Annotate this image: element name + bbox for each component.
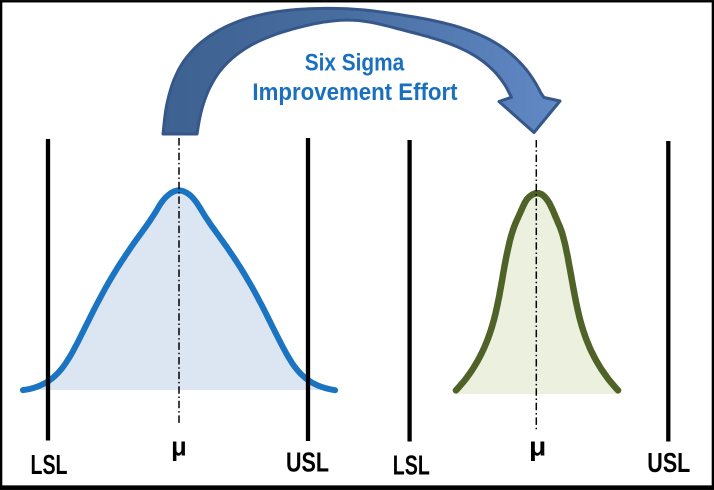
svg-text:Improvement Effort: Improvement Effort: [252, 79, 457, 106]
svg-text:USL: USL: [647, 447, 690, 478]
svg-text:μ: μ: [171, 432, 187, 462]
svg-text:μ: μ: [529, 431, 546, 461]
svg-text:USL: USL: [286, 447, 329, 478]
svg-text:LSL: LSL: [31, 449, 68, 480]
svg-text:LSL: LSL: [393, 450, 430, 481]
svg-text:Six Sigma: Six Sigma: [305, 50, 405, 77]
